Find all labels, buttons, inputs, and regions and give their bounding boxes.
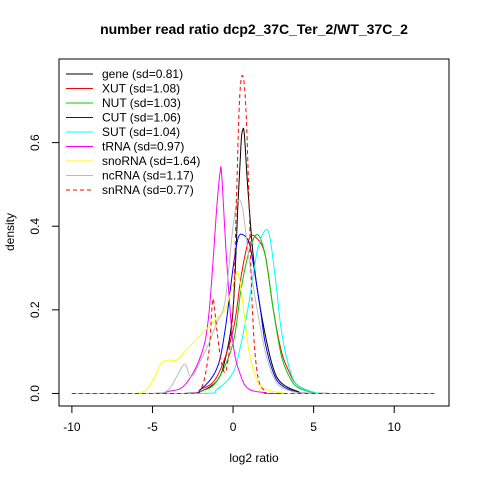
y-tick-label: 0.4: [28, 218, 42, 235]
legend-label-cut: CUT (sd=1.06): [102, 111, 181, 125]
series-line-sut: [71, 228, 435, 394]
legend-label-nut: NUT (sd=1.03): [102, 96, 181, 110]
series-line-trna: [71, 166, 435, 394]
x-tick-label: 5: [310, 420, 317, 434]
legend-label-snorna: snoRNA (sd=1.64): [102, 154, 200, 168]
legend-label-trna: tRNA (sd=0.97): [102, 140, 184, 154]
legend-label-sut: SUT (sd=1.04): [102, 125, 180, 139]
y-axis-label: density: [3, 213, 17, 251]
legend-label-snrna: snRNA (sd=0.77): [102, 183, 194, 197]
series-layer: [71, 75, 435, 394]
y-tick-label: 0.0: [28, 385, 42, 402]
legend-label-gene: gene (sd=0.81): [102, 67, 183, 81]
legend-label-ncrna: ncRNA (sd=1.17): [102, 169, 194, 183]
series-line-nut: [71, 234, 435, 394]
series-line-snorna: [71, 271, 435, 394]
x-axis-label: log2 ratio: [229, 451, 279, 465]
x-tick-label: 0: [230, 420, 237, 434]
x-tick-label: -10: [63, 420, 81, 434]
series-line-ncrna: [71, 199, 435, 394]
legend-label-xut: XUT (sd=1.08): [102, 82, 180, 96]
y-tick-label: 0.2: [28, 301, 42, 318]
series-line-cut: [71, 233, 435, 394]
y-axis: 0.0 0.2 0.4 0.6: [28, 134, 60, 402]
x-tick-label: -5: [147, 420, 158, 434]
chart-title: number read ratio dcp2_37C_Ter_2/WT_37C_…: [100, 21, 408, 37]
x-tick-label: 10: [388, 420, 402, 434]
x-axis: -10 -5 0 5 10: [63, 405, 402, 434]
legend: gene (sd=0.81)XUT (sd=1.08)NUT (sd=1.03)…: [66, 67, 200, 197]
y-tick-label: 0.6: [28, 134, 42, 151]
